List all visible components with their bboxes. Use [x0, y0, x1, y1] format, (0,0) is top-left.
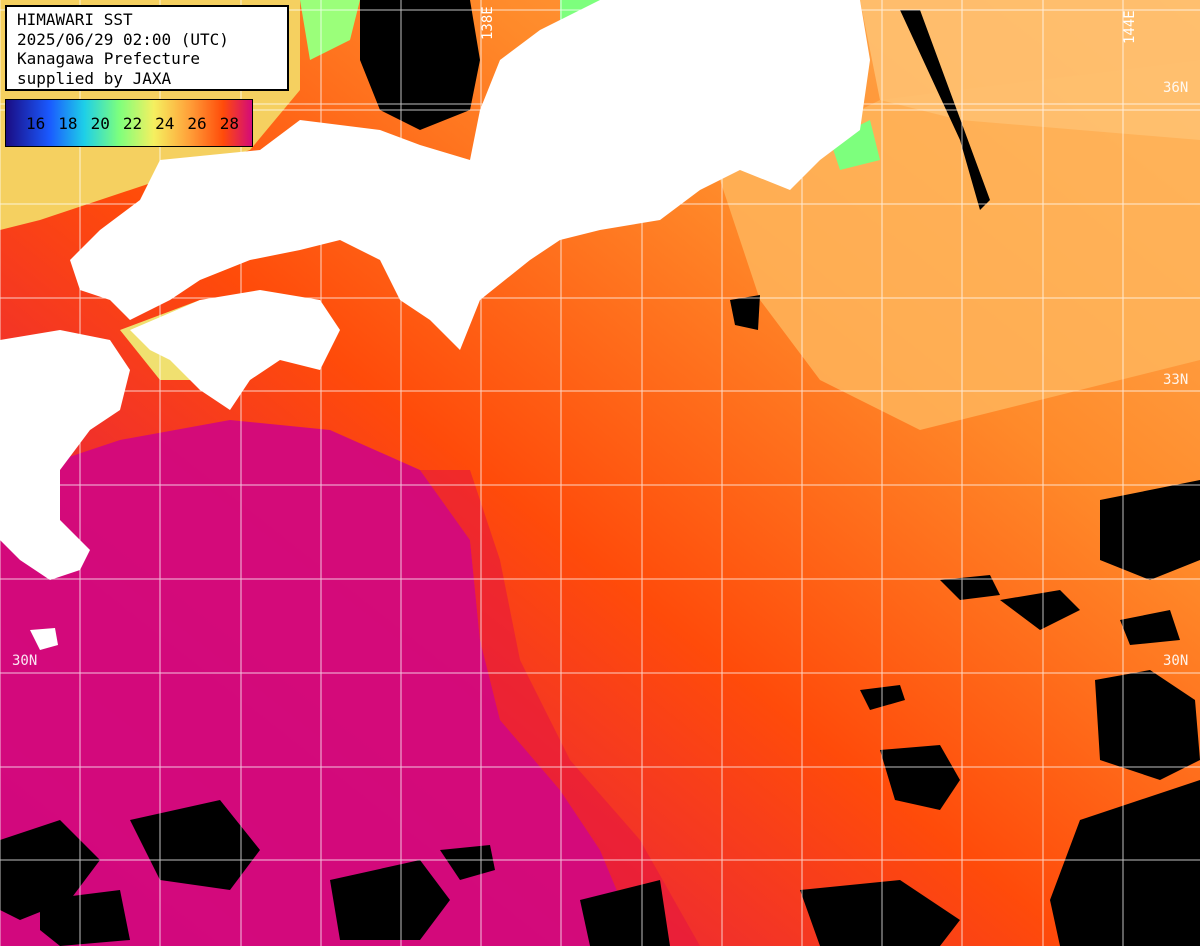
land-shikoku — [130, 290, 340, 410]
scale-label-28: 28 — [219, 113, 239, 133]
land-island-south — [30, 628, 58, 650]
lat-label-33n-right: 33N — [1163, 372, 1189, 388]
lat-label-30n-right: 30N — [1163, 653, 1189, 669]
scale-label-20: 20 — [90, 113, 110, 133]
data-credit: supplied by JAXA — [17, 68, 172, 88]
warm-water-edge — [420, 470, 700, 946]
coastal-green-kii — [300, 0, 360, 60]
scale-label-24: 24 — [155, 113, 175, 133]
lat-label-33n-left: 33N — [12, 372, 38, 388]
scale-label-22: 22 — [122, 113, 143, 133]
color-scale-bar — [5, 99, 253, 147]
land-kyushu — [0, 330, 130, 580]
info-box: HIMAWARI SST 2025/06/29 02:00 (UTC) Kana… — [5, 5, 289, 91]
scale-label-16: 16 — [26, 113, 46, 133]
provider-region: Kanagawa Prefecture — [17, 49, 201, 68]
observation-datetime: 2025/06/29 02:00 (UTC) — [17, 29, 229, 49]
land-izu — [775, 135, 805, 180]
product-title: HIMAWARI SST — [17, 10, 133, 29]
scale-label-18: 18 — [58, 113, 78, 133]
lat-label-30n-left: 30N — [12, 653, 38, 669]
lon-label-138e: 138E — [480, 6, 496, 40]
color-scale-legend: 16 18 20 22 24 26 28 — [5, 99, 253, 147]
lat-label-36n-right: 36N — [1163, 80, 1189, 96]
coastal-green-ne — [830, 120, 880, 170]
scale-label-26: 26 — [187, 113, 207, 133]
land-honshu — [70, 0, 870, 350]
lon-label-144e: 144E — [1122, 10, 1138, 44]
